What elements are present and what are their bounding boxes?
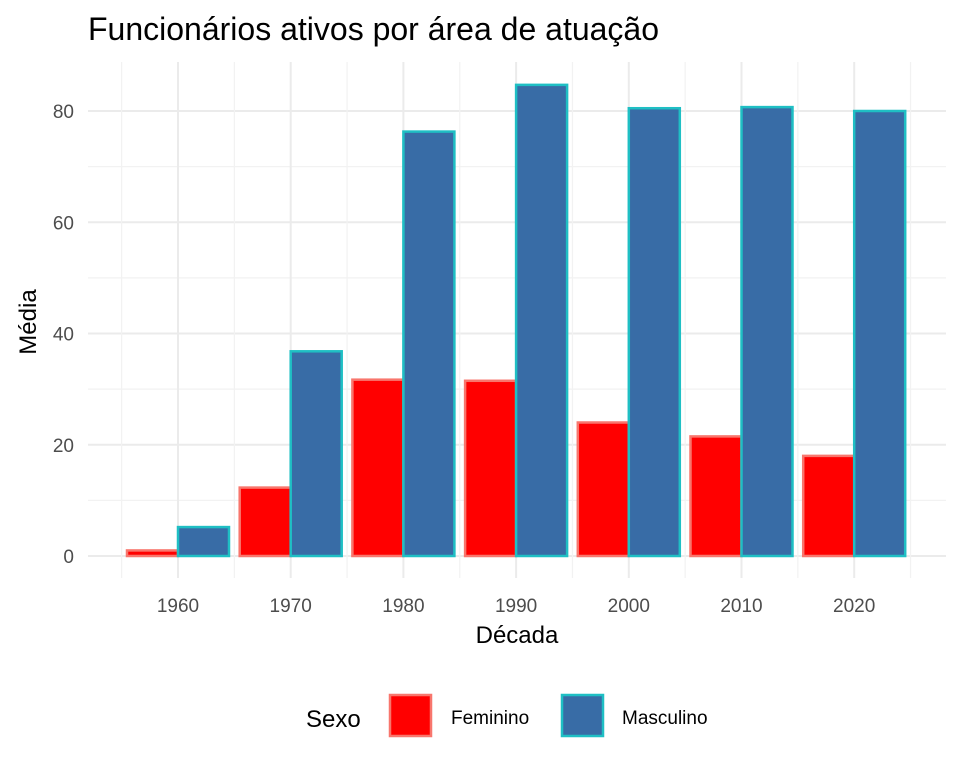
chart-title: Funcionários ativos por área de atuação: [88, 11, 659, 47]
x-tick-label: 2010: [720, 596, 762, 617]
bar-feminino-2010: [689, 435, 743, 558]
bar-feminino-1990: [463, 379, 518, 558]
legend-key-masculino: [560, 693, 605, 738]
x-tick-label: 1980: [382, 596, 424, 617]
bar-feminino-1960: [125, 549, 180, 558]
x-tick-label: 1960: [157, 596, 199, 617]
legend-label-masculino: Masculino: [622, 708, 708, 729]
bar-feminino-1980: [351, 378, 405, 558]
y-tick-label: 40: [53, 325, 74, 346]
bars: [125, 83, 907, 558]
bar-feminino-1970: [238, 486, 292, 558]
bar-masculino-2010: [740, 105, 794, 558]
y-tick-label: 80: [53, 102, 74, 123]
y-axis-title: Média: [15, 289, 42, 355]
bar-masculino-1990: [514, 83, 569, 558]
x-tick-label: 2020: [833, 596, 875, 617]
x-tick-label: 1970: [270, 596, 312, 617]
bar-masculino-1980: [402, 130, 456, 558]
x-axis-ticks: 1960 1970 1980 1990 2000 2010 2020: [157, 596, 875, 617]
x-tick-label: 1990: [495, 596, 537, 617]
x-axis-title: Década: [476, 622, 559, 649]
bar-masculino-2000: [627, 106, 682, 558]
legend-title: Sexo: [306, 706, 361, 733]
y-axis-ticks: 0 20 40 60 80: [53, 102, 74, 568]
y-tick-label: 60: [53, 213, 74, 234]
legend-key-feminino: [388, 693, 433, 738]
bar-masculino-1960: [176, 525, 231, 558]
bar-feminino-2020: [801, 454, 856, 558]
y-tick-label: 0: [63, 547, 74, 568]
bar-masculino-1970: [289, 350, 343, 558]
legend-label-feminino: Feminino: [451, 708, 529, 729]
x-tick-label: 2000: [608, 596, 650, 617]
y-tick-label: 20: [53, 436, 74, 457]
bar-masculino-2020: [852, 109, 907, 558]
bar-feminino-2000: [576, 421, 631, 558]
legend: Sexo Feminino Masculino: [306, 693, 708, 738]
